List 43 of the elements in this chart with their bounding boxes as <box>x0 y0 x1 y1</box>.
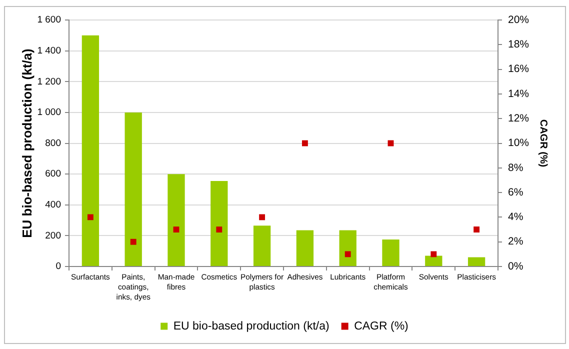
point <box>430 251 437 258</box>
bar <box>339 230 356 266</box>
y-tick-label: 600 <box>45 168 61 180</box>
y-tick-label: 800 <box>45 138 61 149</box>
y2-axis-title: CAGR (%) <box>537 119 548 168</box>
y-tick-label: 1 000 <box>37 107 61 118</box>
y2-tick-label: 16% <box>508 63 530 76</box>
point <box>302 140 308 146</box>
y2-tick-label: 6% <box>508 186 524 198</box>
point <box>259 214 266 220</box>
point <box>173 226 180 232</box>
y2-tick-label: 4% <box>508 211 524 224</box>
y2-tick-label: 2% <box>508 236 524 248</box>
y-tick-label: 1 400 <box>37 45 61 56</box>
y-tick-label: 0 <box>56 261 61 272</box>
bar <box>468 257 486 266</box>
y-tick-label: 1 600 <box>37 14 61 26</box>
bar <box>296 230 314 266</box>
point <box>474 226 480 232</box>
y2-tick-label: 14% <box>508 88 530 100</box>
y2-tick-label: 10% <box>508 137 530 150</box>
y2-tick-label: 20% <box>508 14 530 26</box>
y-axis-title: EU bio-based production (kt/a) <box>19 48 34 238</box>
y2-tick-label: 18% <box>508 38 530 51</box>
y2-tick-label: 0% <box>508 260 524 272</box>
y-tick-label: 1 200 <box>37 76 61 88</box>
legend-label: EU bio-based production (kt/a) <box>173 320 330 332</box>
y-tick-label: 200 <box>45 230 61 242</box>
bar <box>168 174 185 266</box>
y2-tick-label: 12% <box>508 112 530 124</box>
point <box>216 226 222 232</box>
point <box>87 214 94 220</box>
bar <box>124 112 142 266</box>
legend-label: CAGR (%) <box>354 320 409 332</box>
bar <box>82 35 100 266</box>
bar <box>425 256 442 266</box>
y2-tick-label: 8% <box>508 162 524 174</box>
bar <box>253 226 271 266</box>
bar <box>210 180 228 266</box>
point <box>344 251 351 258</box>
bar <box>382 240 400 266</box>
y-tick-label: 400 <box>45 200 61 210</box>
point <box>130 238 136 245</box>
